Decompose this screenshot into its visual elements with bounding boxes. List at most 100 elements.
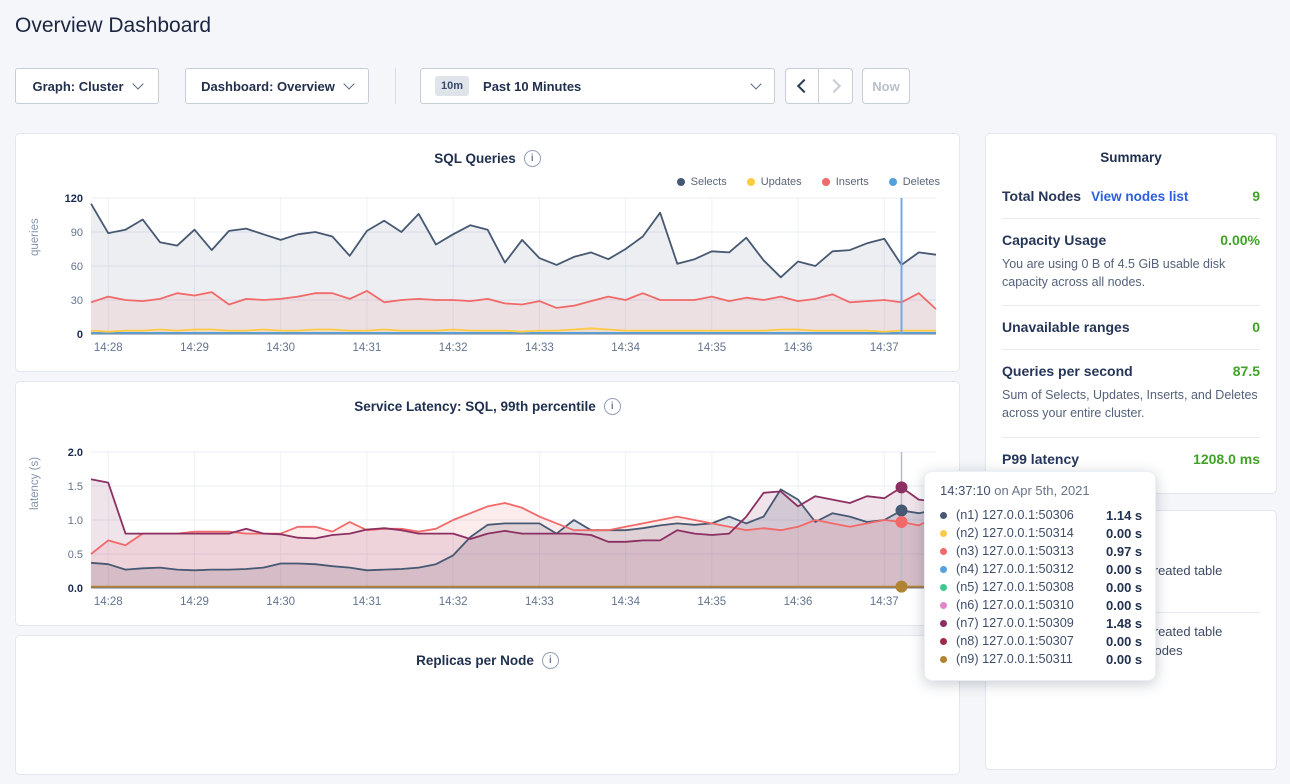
- chart-title-row: SQL Queries: [31, 146, 944, 170]
- legend-item-updates[interactable]: Updates: [747, 176, 802, 188]
- svg-text:120: 120: [65, 193, 83, 205]
- tooltip-row: (n5) 127.0.0.1:503080.00 s: [940, 578, 1143, 596]
- dashboard-dropdown[interactable]: Dashboard: Overview: [185, 68, 369, 104]
- svg-text:1.5: 1.5: [68, 481, 83, 493]
- svg-text:14:32: 14:32: [439, 342, 468, 354]
- svg-text:14:34: 14:34: [611, 342, 640, 354]
- sql-queries-panel: SQL Queries Selects Updates Inserts: [15, 133, 960, 372]
- info-icon[interactable]: [604, 398, 621, 415]
- svg-text:14:29: 14:29: [180, 596, 209, 608]
- legend-item-inserts[interactable]: Inserts: [822, 176, 869, 188]
- tooltip-node-value: 1.14 s: [1106, 508, 1142, 523]
- tooltip-row: (n4) 127.0.0.1:503120.00 s: [940, 560, 1143, 578]
- chart-legend: Selects Updates Inserts Deletes: [31, 172, 940, 192]
- y-axis-label: queries: [29, 218, 41, 256]
- summary-title: Summary: [1002, 138, 1260, 175]
- chevron-right-icon: [827, 79, 841, 93]
- chevron-down-icon: [132, 78, 143, 89]
- sql-queries-chart[interactable]: 14:2814:2914:3014:3114:3214:3314:3414:35…: [31, 192, 944, 360]
- controls-divider: [395, 68, 396, 104]
- summary-value: 9: [1252, 188, 1260, 204]
- svg-text:14:35: 14:35: [697, 342, 726, 354]
- chart-tooltip: 14:37:10 on Apr 5th, 2021 (n1) 127.0.0.1…: [924, 471, 1156, 681]
- chart-area: queries 14:2814:2914:3014:3114:3214:3314…: [31, 192, 944, 365]
- tooltip-node-label: (n7) 127.0.0.1:50309: [956, 616, 1106, 630]
- graph-dropdown[interactable]: Graph: Cluster: [15, 68, 159, 104]
- node-color-dot-icon: [940, 584, 947, 591]
- chart-area: latency (s) 14:2814:2914:3014:3114:3214:…: [31, 446, 944, 619]
- tooltip-node-value: 0.00 s: [1106, 526, 1142, 541]
- legend-spacer: [31, 420, 940, 446]
- time-range-label: Past 10 Minutes: [483, 79, 742, 94]
- svg-text:14:37: 14:37: [870, 342, 899, 354]
- time-prev-button[interactable]: [785, 68, 819, 104]
- y-axis-label: latency (s): [29, 457, 41, 510]
- svg-text:1.0: 1.0: [68, 515, 83, 527]
- time-range-badge: 10m: [435, 76, 469, 96]
- summary-row-unavailable-ranges: Unavailable ranges 0: [1002, 305, 1260, 349]
- tooltip-row: (n9) 127.0.0.1:503110.00 s: [940, 650, 1143, 668]
- service-latency-chart[interactable]: 14:2814:2914:3014:3114:3214:3314:3414:35…: [31, 446, 944, 614]
- tooltip-row: (n7) 127.0.0.1:503091.48 s: [940, 614, 1143, 632]
- tooltip-node-value: 0.00 s: [1106, 562, 1142, 577]
- overview-dashboard-page: Overview Dashboard Graph: Cluster Dashbo…: [0, 0, 1290, 689]
- legend-dot-icon: [677, 178, 685, 186]
- tooltip-node-value: 0.97 s: [1106, 544, 1142, 559]
- summary-label: Total Nodes: [1002, 188, 1081, 204]
- view-nodes-list-link[interactable]: View nodes list: [1091, 189, 1188, 204]
- legend-label: Selects: [691, 176, 727, 188]
- info-icon[interactable]: [524, 150, 541, 167]
- svg-text:14:28: 14:28: [94, 342, 123, 354]
- svg-text:0.5: 0.5: [68, 549, 83, 561]
- chart-title-row: Replicas per Node: [31, 648, 944, 672]
- legend-item-selects[interactable]: Selects: [677, 176, 727, 188]
- tooltip-node-value: 0.00 s: [1106, 652, 1142, 667]
- tooltip-node-label: (n8) 127.0.0.1:50307: [956, 634, 1106, 648]
- legend-dot-icon: [747, 178, 755, 186]
- svg-text:14:29: 14:29: [180, 342, 209, 354]
- summary-value: 0.00%: [1220, 232, 1260, 248]
- tooltip-node-label: (n2) 127.0.0.1:50314: [956, 526, 1106, 540]
- node-color-dot-icon: [940, 530, 947, 537]
- tooltip-node-label: (n9) 127.0.0.1:50311: [956, 652, 1106, 666]
- tooltip-date: on Apr 5th, 2021: [991, 483, 1090, 498]
- time-range-dropdown[interactable]: 10m Past 10 Minutes: [420, 68, 775, 104]
- info-icon[interactable]: [542, 652, 559, 669]
- svg-text:0.0: 0.0: [68, 583, 83, 595]
- tooltip-node-value: 0.00 s: [1106, 634, 1142, 649]
- tooltip-row: (n3) 127.0.0.1:503130.97 s: [940, 542, 1143, 560]
- tooltip-node-value: 0.00 s: [1106, 598, 1142, 613]
- tooltip-node-label: (n3) 127.0.0.1:50313: [956, 544, 1106, 558]
- graph-dropdown-label: Graph: Cluster: [32, 79, 123, 94]
- tooltip-header: 14:37:10 on Apr 5th, 2021: [940, 483, 1143, 498]
- main-content: SQL Queries Selects Updates Inserts: [15, 133, 1277, 784]
- node-color-dot-icon: [940, 566, 947, 573]
- chart-title: Replicas per Node: [416, 653, 534, 668]
- svg-text:14:35: 14:35: [697, 596, 726, 608]
- node-color-dot-icon: [940, 548, 947, 555]
- svg-text:14:36: 14:36: [784, 342, 813, 354]
- tooltip-row: (n8) 127.0.0.1:503070.00 s: [940, 632, 1143, 650]
- tooltip-node-label: (n6) 127.0.0.1:50310: [956, 598, 1106, 612]
- summary-value: 0: [1252, 319, 1260, 335]
- summary-value: 87.5: [1233, 363, 1260, 379]
- legend-item-deletes[interactable]: Deletes: [889, 176, 940, 188]
- time-next-button[interactable]: [819, 68, 853, 104]
- legend-dot-icon: [889, 178, 897, 186]
- legend-label: Updates: [761, 176, 802, 188]
- summary-label: P99 latency: [1002, 451, 1079, 467]
- legend-label: Inserts: [836, 176, 869, 188]
- chevron-down-icon: [343, 78, 354, 89]
- svg-text:0: 0: [77, 329, 83, 341]
- svg-text:14:31: 14:31: [353, 596, 382, 608]
- now-button[interactable]: Now: [862, 68, 910, 104]
- summary-value: 1208.0 ms: [1193, 451, 1260, 467]
- svg-text:14:31: 14:31: [353, 342, 382, 354]
- charts-column: SQL Queries Selects Updates Inserts: [15, 133, 960, 784]
- tooltip-row: (n2) 127.0.0.1:503140.00 s: [940, 524, 1143, 542]
- tooltip-node-value: 0.00 s: [1106, 580, 1142, 595]
- time-nav-group: [785, 68, 853, 104]
- tooltip-node-label: (n5) 127.0.0.1:50308: [956, 580, 1106, 594]
- summary-description: You are using 0 B of 4.5 GiB usable disk…: [1002, 255, 1260, 291]
- tooltip-row: (n6) 127.0.0.1:503100.00 s: [940, 596, 1143, 614]
